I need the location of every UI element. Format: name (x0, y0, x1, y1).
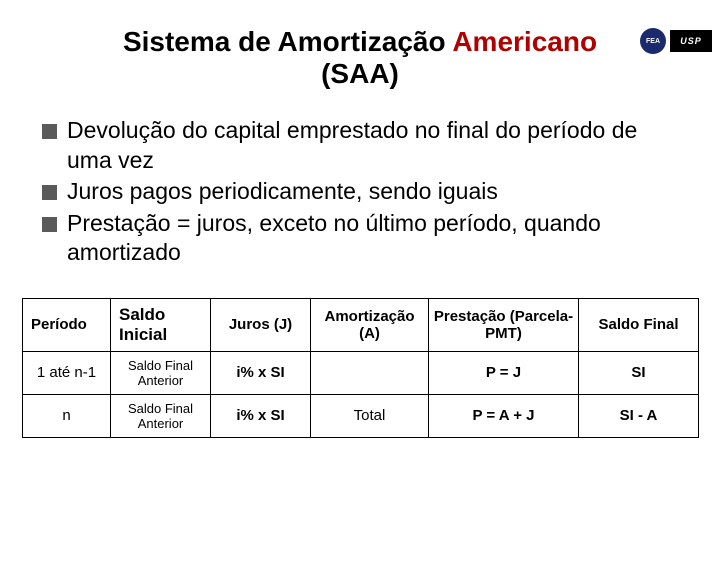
th-juros: Juros (J) (211, 298, 311, 351)
bullet-marker-icon (42, 217, 57, 232)
amortization-table: Período Saldo Inicial Juros (J) Amortiza… (22, 298, 699, 438)
bullet-text: Devolução do capital emprestado no final… (67, 116, 678, 175)
cell-prestacao: P = A + J (429, 394, 579, 437)
th-amortizacao: Amortização (A) (311, 298, 429, 351)
logo-bar: FEA USP (640, 28, 712, 54)
title-line1-black: Sistema de Amortização (123, 26, 452, 57)
fea-logo-icon: FEA (640, 28, 666, 54)
table-header-row: Período Saldo Inicial Juros (J) Amortiza… (23, 298, 699, 351)
title-line1-accent: Americano (452, 26, 597, 57)
bullet-item: Juros pagos periodicamente, sendo iguais (42, 177, 678, 206)
usp-logo-icon: USP (670, 30, 712, 52)
cell-amortizacao: Total (311, 394, 429, 437)
cell-periodo: n (23, 394, 111, 437)
bullet-item: Devolução do capital emprestado no final… (42, 116, 678, 175)
title-line2: (SAA) (321, 58, 399, 89)
bullet-marker-icon (42, 185, 57, 200)
bullet-marker-icon (42, 124, 57, 139)
bullet-text: Prestação = juros, exceto no último perí… (67, 209, 678, 268)
th-periodo: Período (23, 298, 111, 351)
cell-amortizacao (311, 351, 429, 394)
cell-prestacao: P = J (429, 351, 579, 394)
bullet-item: Prestação = juros, exceto no último perí… (42, 209, 678, 268)
cell-saldo-inicial: Saldo Final Anterior (111, 351, 211, 394)
cell-saldo-final: SI (579, 351, 699, 394)
th-prestacao: Prestação (Parcela-PMT) (429, 298, 579, 351)
cell-saldo-final: SI - A (579, 394, 699, 437)
bullet-text: Juros pagos periodicamente, sendo iguais (67, 177, 498, 206)
bullet-list: Devolução do capital emprestado no final… (42, 116, 678, 267)
th-saldo-inicial: Saldo Inicial (111, 298, 211, 351)
cell-periodo: 1 até n-1 (23, 351, 111, 394)
cell-juros: i% x SI (211, 351, 311, 394)
cell-juros: i% x SI (211, 394, 311, 437)
th-saldo-final: Saldo Final (579, 298, 699, 351)
table-row: 1 até n-1 Saldo Final Anterior i% x SI P… (23, 351, 699, 394)
table-row: n Saldo Final Anterior i% x SI Total P =… (23, 394, 699, 437)
cell-saldo-inicial: Saldo Final Anterior (111, 394, 211, 437)
slide-title: Sistema de Amortização Americano (SAA) (0, 26, 720, 90)
